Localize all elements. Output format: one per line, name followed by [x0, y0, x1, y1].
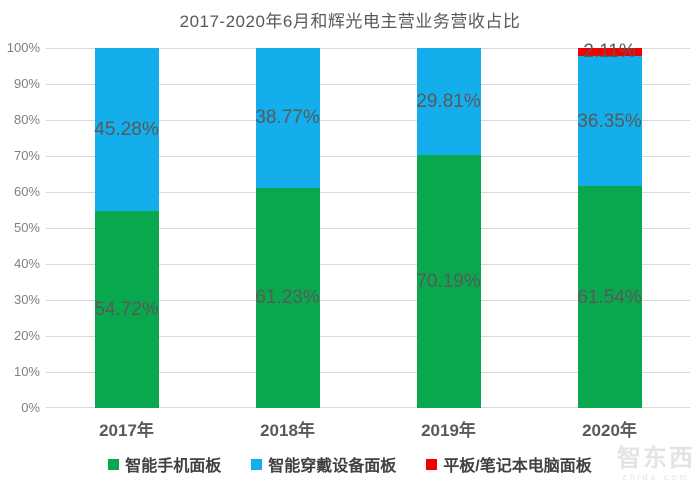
legend-item: 智能手机面板: [108, 452, 221, 476]
gridline: [46, 407, 690, 408]
y-tick-label: 20%: [13, 328, 40, 343]
gridline: [46, 372, 690, 373]
legend-item: 智能穿戴设备面板: [251, 452, 396, 476]
gridline: [46, 48, 690, 49]
bar-segment-label: 61.23%: [255, 287, 320, 309]
bar-segment-label: 2.11%: [583, 41, 636, 63]
bar-segment: 38.77%: [255, 48, 320, 188]
y-tick-label: 100%: [6, 40, 40, 55]
x-tick-label: 2018年: [260, 421, 315, 440]
y-tick-label: 10%: [13, 364, 40, 379]
gridline: [46, 120, 690, 121]
x-axis: 2017年 2018年 2019年 2020年: [46, 416, 690, 442]
bar-segment-label: 38.77%: [255, 107, 320, 129]
y-axis: 0% 10% 20% 30% 40% 50% 60% 70% 80% 90% 100%: [0, 40, 40, 415]
legend-item: 平板/笔记本电脑面板: [426, 452, 592, 476]
gridline: [46, 264, 690, 265]
bar-segment-label: 70.19%: [416, 271, 481, 293]
bar-segment: 29.81%: [416, 48, 481, 156]
bar-segment-label: 29.81%: [416, 91, 481, 113]
y-tick-label: 50%: [13, 220, 40, 235]
bar-segment-label: 36.35%: [577, 110, 642, 132]
bar-segment: 61.54%: [577, 186, 642, 408]
y-tick-label: 30%: [13, 292, 40, 307]
bar-segment-label: 45.28%: [94, 119, 159, 141]
x-tick-label: 2020年: [582, 421, 637, 440]
legend-swatch: [251, 458, 263, 470]
bar-2017年: 54.72% 45.28%: [94, 48, 159, 408]
legend: 智能手机面板 智能穿戴设备面板 平板/笔记本电脑面板: [0, 452, 700, 476]
y-tick-label: 80%: [13, 112, 40, 127]
y-tick-label: 70%: [13, 148, 40, 163]
legend-swatch: [108, 458, 120, 470]
y-tick-label: 90%: [13, 76, 40, 91]
gridline: [46, 336, 690, 337]
bar-segment-label: 54.72%: [94, 299, 159, 320]
legend-swatch: [426, 458, 438, 470]
bar-2020年: 61.54% 36.35% 2.11%: [577, 42, 642, 408]
bar-segment: 70.19%: [416, 155, 481, 408]
bar-segment: 61.23%: [255, 187, 320, 408]
legend-label: 智能穿戴设备面板: [268, 458, 397, 475]
bar-segment: 36.35%: [577, 55, 642, 187]
chart-title: 2017-2020年6月和辉光电主营业务营收占比: [179, 12, 521, 31]
gridline: [46, 156, 690, 157]
x-tick-label: 2017年: [99, 421, 154, 440]
y-tick-label: 40%: [13, 256, 40, 271]
bar-segment: 2.11%: [577, 42, 642, 61]
bar-segment: 54.72%: [94, 211, 159, 408]
y-tick-label: 0%: [21, 400, 40, 415]
bar-segment-label: 61.54%: [577, 286, 642, 308]
legend-label: 平板/笔记本电脑面板: [443, 458, 592, 475]
y-tick-label: 60%: [13, 184, 40, 199]
gridline: [46, 300, 690, 301]
bar-2019年: 70.19% 29.81%: [416, 48, 481, 408]
bar-2018年: 61.23% 38.77%: [255, 48, 320, 408]
x-tick-label: 2019年: [421, 421, 476, 440]
legend-label: 智能手机面板: [125, 458, 222, 475]
gridline: [46, 84, 690, 85]
gridline: [46, 192, 690, 193]
plot-area: 54.72% 45.28% 61.23% 38.77% 70.19% 29.81% 61.5…: [46, 42, 690, 408]
bar-segment: 45.28%: [94, 48, 159, 212]
gridline: [46, 228, 690, 229]
